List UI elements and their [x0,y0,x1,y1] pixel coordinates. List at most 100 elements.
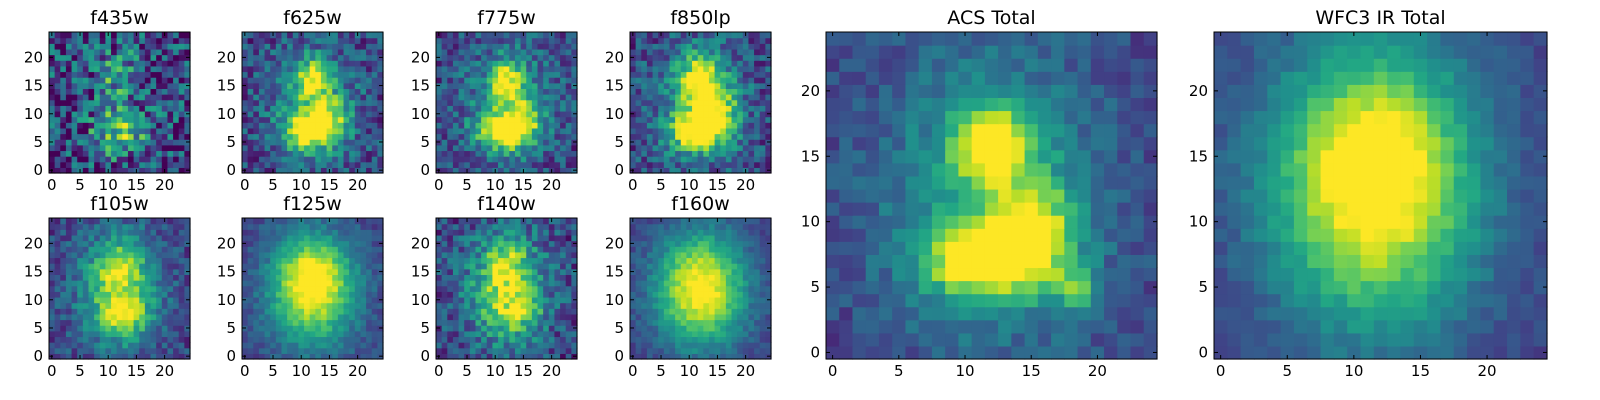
heatmap-cell [65,302,73,309]
heatmap-cell [366,71,373,78]
heatmap-cell [65,308,73,315]
heatmap-cell [447,302,454,309]
heatmap-cell [498,37,505,44]
heatmap-cell [332,82,339,89]
heatmap-cell [320,156,328,163]
heatmap-cell [703,280,710,287]
heatmap-cell [554,291,561,298]
heatmap-cell [320,285,328,292]
heatmap-cell [652,139,659,146]
heatmap-cell [492,234,499,242]
heatmap-cell [275,223,283,230]
heatmap-cell [82,139,90,146]
heatmap-cell [503,251,510,259]
heatmap-cell [65,319,73,326]
heatmap-cell [88,342,95,349]
heatmap-cell [326,82,333,89]
heatmap-cell [270,144,277,152]
heatmap-cell [71,274,78,281]
heatmap-cell [127,274,135,281]
heatmap-cell [646,296,654,304]
heatmap-cell [503,71,510,78]
heatmap-cell [320,127,328,135]
heatmap-cell [54,285,61,292]
heatmap-cell [94,116,101,123]
heatmap-cell [178,150,185,157]
heatmap-cell [71,48,78,56]
heatmap-cell [150,139,157,146]
heatmap-cell [377,274,384,281]
heatmap-cell [242,122,249,129]
heatmap-cell [258,280,266,287]
heatmap-cell [503,325,510,332]
heatmap-cell [486,48,493,56]
heatmap-cell [543,229,550,236]
heatmap-cell [708,161,716,168]
heatmap-cell [537,240,544,247]
heatmap-cell [77,308,84,315]
heatmap-cell [475,156,482,163]
heatmap-cell [111,319,118,326]
heatmap-cell [759,43,766,50]
heatmap-cell [111,291,118,298]
heatmap-cell [247,308,254,315]
heatmap-cell [150,268,157,275]
heatmap-cell [275,240,283,247]
heatmap-cell [298,94,305,101]
heatmap-cell [436,77,443,84]
heatmap-cell [646,65,654,73]
heatmap-cell [82,285,90,292]
heatmap-cell [60,246,67,253]
heatmap-cell [469,308,477,315]
heatmap-cell [481,313,488,321]
heatmap-cell [537,32,544,39]
heatmap-cell [635,122,642,129]
heatmap-cell [520,319,527,326]
heatmap-cell [526,161,533,168]
heatmap-cell [304,48,311,56]
heatmap-cell [60,251,67,259]
heatmap-cell [292,234,299,242]
heatmap-cell [377,229,384,236]
heatmap-cell [697,342,704,349]
heatmap-cell [560,60,567,67]
heatmap-cell [156,156,163,163]
heatmap-cell [514,167,522,174]
heatmap-cell [49,246,56,253]
heatmap-cell [452,274,460,281]
heatmap-cell [360,263,367,270]
heatmap-cell [292,336,299,343]
heatmap-cell [486,302,493,309]
heatmap-cell [49,48,56,56]
heatmap-cell [663,77,671,84]
heatmap-cell [315,308,322,315]
heatmap-cell [99,274,106,281]
heatmap-cell [531,302,539,309]
heatmap-cell [366,263,373,270]
heatmap-cell [337,330,345,338]
heatmap-cell [258,122,266,129]
heatmap-cell [281,291,288,298]
heatmap-cell [447,94,454,101]
heatmap-cell [99,325,106,332]
heatmap-cell [88,223,95,230]
heatmap-cell [675,156,682,163]
heatmap-cell [270,71,277,78]
heatmap-cell [731,94,738,101]
heatmap-cell [315,60,322,67]
heatmap-cell [332,296,339,304]
heatmap-cell [82,167,90,174]
heatmap-cell [60,268,67,275]
heatmap-cell [492,48,499,56]
heatmap-cell [326,133,333,140]
heatmap-cell [304,37,311,44]
heatmap-cell [469,319,477,326]
heatmap-cell [663,347,671,354]
heatmap-cell [264,99,271,106]
heatmap-cell [167,342,174,349]
heatmap-cell [486,246,493,253]
heatmap-cell [354,257,362,264]
heatmap-cell [452,43,460,50]
heatmap-cell [99,263,106,270]
heatmap-cell [759,161,766,168]
